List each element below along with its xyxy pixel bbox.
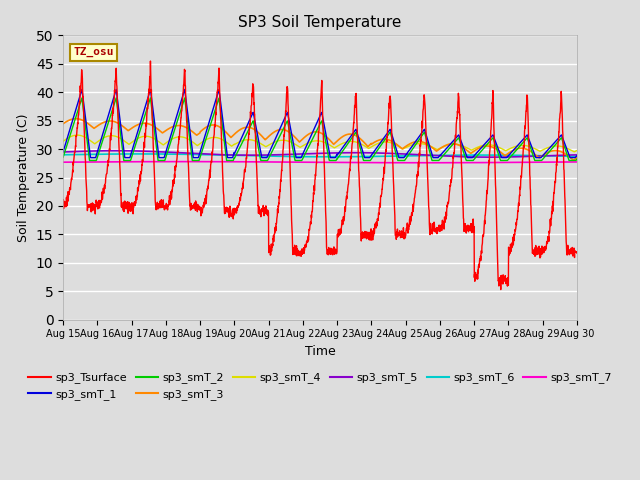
Line: sp3_smT_7: sp3_smT_7 [63, 162, 577, 163]
sp3_smT_6 [346, 154, 354, 159]
sp3_smT_6 [542, 153, 550, 159]
sp3_smT_5 [60, 149, 67, 155]
sp3_smT_1 [470, 154, 477, 159]
Line: sp3_smT_4: sp3_smT_4 [63, 135, 577, 152]
sp3_smT_5 [112, 148, 120, 154]
Legend: sp3_Tsurface, sp3_smT_1, sp3_smT_2, sp3_smT_3, sp3_smT_4, sp3_smT_5, sp3_smT_6, : sp3_Tsurface, sp3_smT_1, sp3_smT_2, sp3_… [24, 368, 616, 404]
sp3_smT_7 [179, 159, 187, 165]
sp3_smT_7 [470, 160, 477, 166]
sp3_smT_3 [60, 121, 67, 127]
sp3_smT_5 [203, 151, 211, 157]
sp3_smT_4 [335, 143, 342, 148]
sp3_smT_3 [542, 151, 550, 156]
sp3_smT_4 [542, 145, 550, 151]
sp3_Tsurface [469, 216, 477, 222]
sp3_Tsurface [203, 194, 211, 200]
sp3_Tsurface [573, 249, 580, 255]
sp3_smT_3 [346, 131, 354, 137]
sp3_smT_2 [470, 157, 477, 163]
sp3_smT_5 [528, 154, 536, 159]
sp3_smT_4 [74, 132, 81, 138]
sp3_smT_5 [542, 153, 550, 159]
Y-axis label: Soil Temperature (C): Soil Temperature (C) [17, 113, 30, 242]
sp3_smT_3 [528, 149, 536, 155]
sp3_smT_4 [570, 149, 578, 155]
Text: TZ_osu: TZ_osu [74, 47, 114, 58]
sp3_smT_6 [325, 154, 333, 160]
sp3_smT_7 [203, 159, 211, 165]
sp3_smT_1 [528, 144, 536, 150]
sp3_smT_3 [469, 149, 477, 155]
sp3_Tsurface [528, 236, 536, 242]
sp3_smT_3 [573, 155, 580, 161]
sp3_smT_7 [419, 160, 426, 166]
sp3_smT_4 [573, 148, 580, 154]
sp3_smT_5 [346, 150, 354, 156]
sp3_smT_6 [136, 151, 144, 157]
sp3_smT_2 [542, 152, 550, 158]
sp3_Tsurface [60, 202, 67, 208]
sp3_smT_2 [60, 155, 67, 160]
X-axis label: Time: Time [305, 345, 335, 358]
sp3_smT_6 [528, 153, 536, 158]
sp3_smT_4 [203, 136, 211, 142]
sp3_smT_1 [542, 149, 550, 155]
sp3_smT_7 [346, 160, 354, 166]
sp3_smT_3 [335, 137, 342, 143]
sp3_smT_6 [470, 152, 477, 158]
sp3_smT_5 [573, 152, 580, 158]
sp3_smT_3 [72, 116, 80, 121]
sp3_smT_1 [203, 127, 211, 132]
Title: SP3 Soil Temperature: SP3 Soil Temperature [238, 15, 402, 30]
Line: sp3_smT_5: sp3_smT_5 [63, 151, 577, 157]
sp3_smT_1 [147, 86, 154, 92]
sp3_smT_4 [528, 144, 536, 150]
sp3_smT_2 [335, 154, 343, 159]
sp3_smT_2 [147, 95, 154, 101]
sp3_smT_5 [486, 154, 493, 160]
sp3_smT_5 [335, 150, 342, 156]
sp3_smT_6 [335, 154, 343, 160]
sp3_smT_2 [528, 149, 536, 155]
sp3_smT_1 [346, 134, 354, 140]
sp3_Tsurface [542, 246, 550, 252]
Line: sp3_smT_1: sp3_smT_1 [63, 89, 577, 157]
sp3_smT_2 [346, 138, 354, 144]
sp3_smT_6 [573, 154, 580, 159]
sp3_smT_5 [469, 154, 477, 160]
sp3_smT_1 [335, 150, 343, 156]
Line: sp3_smT_2: sp3_smT_2 [63, 98, 577, 160]
sp3_smT_2 [573, 156, 580, 162]
sp3_smT_7 [542, 159, 550, 165]
Line: sp3_Tsurface: sp3_Tsurface [63, 61, 577, 289]
sp3_smT_3 [203, 124, 211, 130]
sp3_smT_4 [346, 139, 354, 144]
sp3_smT_7 [335, 159, 342, 165]
sp3_smT_2 [86, 157, 93, 163]
sp3_smT_7 [60, 159, 67, 165]
sp3_smT_4 [60, 138, 67, 144]
sp3_Tsurface [147, 58, 154, 64]
sp3_smT_1 [87, 155, 95, 160]
sp3_smT_6 [203, 152, 211, 157]
sp3_Tsurface [335, 233, 342, 239]
sp3_Tsurface [497, 287, 504, 292]
Line: sp3_smT_3: sp3_smT_3 [63, 119, 577, 160]
Line: sp3_smT_6: sp3_smT_6 [63, 154, 577, 157]
sp3_smT_3 [570, 157, 577, 163]
sp3_smT_1 [573, 153, 580, 158]
sp3_smT_4 [469, 146, 477, 152]
sp3_smT_7 [573, 159, 580, 165]
sp3_Tsurface [346, 168, 354, 174]
sp3_smT_1 [60, 149, 67, 155]
sp3_smT_2 [203, 133, 211, 139]
sp3_smT_7 [528, 159, 536, 165]
sp3_smT_6 [60, 152, 67, 157]
